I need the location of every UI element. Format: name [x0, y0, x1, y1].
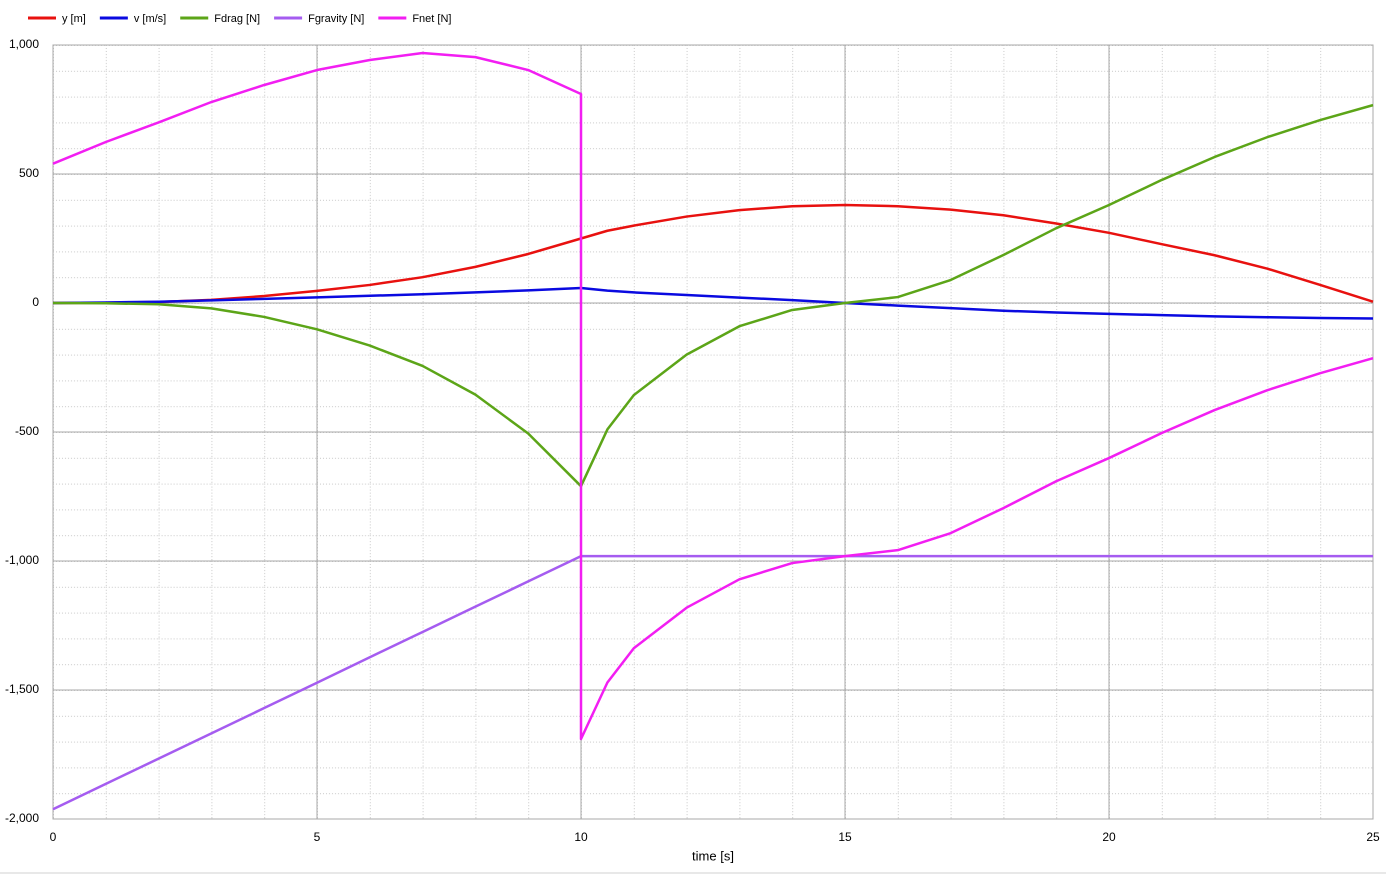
series-line [52, 203, 1374, 305]
legend-label: Fnet [N] [412, 13, 451, 25]
x-tick-label: 15 [838, 830, 852, 844]
y-tick-label: -1,500 [5, 682, 39, 696]
series-line [52, 103, 1374, 488]
y-tick-label: -1,000 [5, 553, 39, 567]
legend-label: y [m] [62, 13, 86, 25]
series-line [52, 286, 1374, 320]
x-tick-label: 0 [50, 830, 57, 844]
y-tick-label: 500 [19, 166, 39, 180]
x-tick-label: 5 [314, 830, 321, 844]
legend-label: Fdrag [N] [214, 13, 260, 25]
x-tick-label: 10 [574, 830, 588, 844]
y-tick-label: 0 [32, 295, 39, 309]
series-line [52, 51, 1374, 741]
x-tick-label: 25 [1366, 830, 1380, 844]
x-tick-label: 20 [1102, 830, 1116, 844]
series-line [52, 554, 1373, 811]
y-tick-label: -500 [15, 424, 39, 438]
y-tick-label: -2,000 [5, 811, 39, 825]
y-tick-label: 1,000 [9, 37, 39, 51]
x-axis-label: time [s] [692, 848, 734, 863]
legend-label: v [m/s] [134, 13, 166, 25]
legend-label: Fgravity [N] [308, 13, 364, 25]
